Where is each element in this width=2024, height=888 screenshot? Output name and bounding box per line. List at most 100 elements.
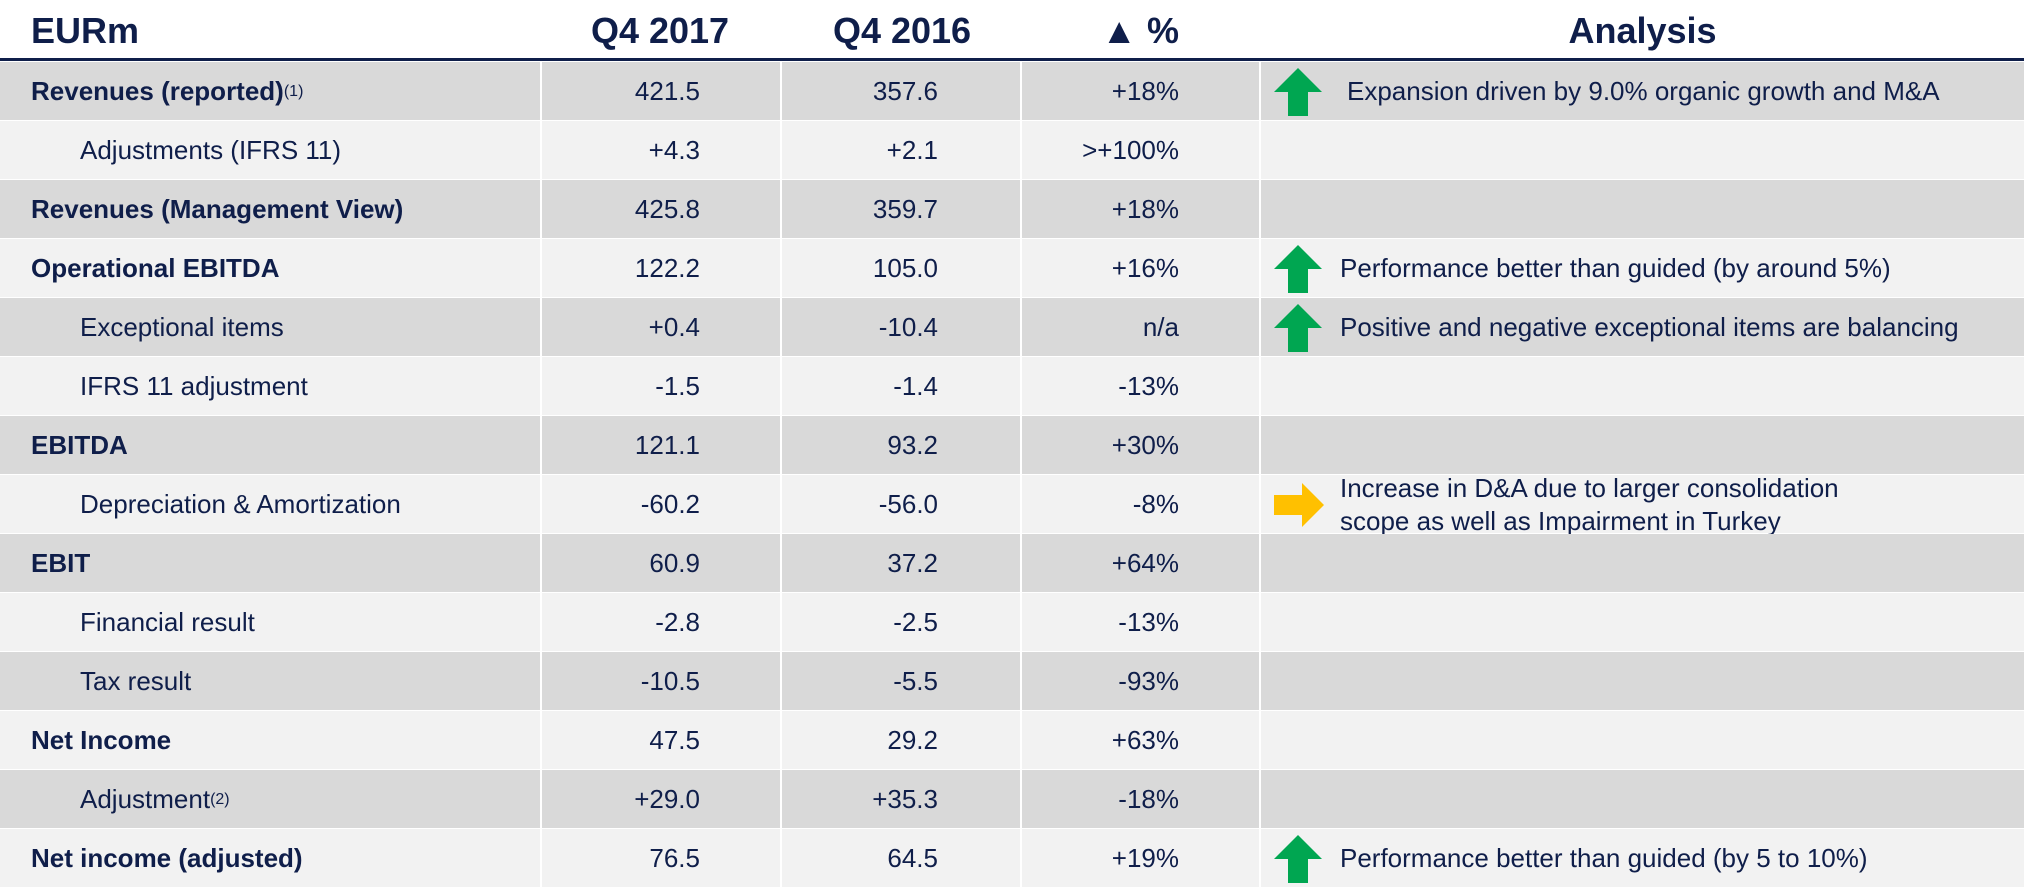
cell-bg bbox=[542, 652, 780, 710]
text: 105.0 bbox=[872, 253, 938, 283]
cell-bg bbox=[542, 475, 780, 533]
cell-bg bbox=[1022, 770, 1259, 828]
text: +30% bbox=[1111, 430, 1179, 460]
cell-bg bbox=[782, 121, 1020, 179]
cell-bg bbox=[782, 298, 1020, 356]
text: ▲ % bbox=[1101, 10, 1179, 51]
row-label: Revenues (reported) (1) bbox=[31, 62, 303, 121]
text: -10.4 bbox=[878, 312, 938, 342]
cell-bg bbox=[1022, 121, 1259, 179]
cell-bg bbox=[542, 180, 780, 238]
row-label: EBITDA bbox=[31, 416, 128, 475]
text: Expansion driven by 9.0% organic growth … bbox=[1347, 76, 1940, 106]
cell-bg bbox=[782, 62, 1020, 120]
text: (1) bbox=[283, 82, 304, 100]
text: Q4 2016 bbox=[832, 10, 972, 51]
right-arrow bbox=[1274, 483, 1324, 527]
header-cell: EURm bbox=[31, 8, 139, 54]
cell-bg bbox=[0, 298, 540, 356]
text: >+100% bbox=[1082, 135, 1179, 165]
value: +2.1 bbox=[738, 121, 938, 180]
text: +35.3 bbox=[872, 784, 938, 814]
text: Performance better than guided (by aroun… bbox=[1340, 253, 1891, 283]
cell-bg bbox=[0, 357, 540, 415]
text: 425.8 bbox=[634, 194, 700, 224]
cell-bg bbox=[782, 829, 1020, 887]
text: -2.5 bbox=[893, 607, 938, 637]
value: -93% bbox=[979, 652, 1179, 711]
value: -1.5 bbox=[500, 357, 700, 416]
value: 121.1 bbox=[500, 416, 700, 475]
text: 121.1 bbox=[634, 430, 700, 460]
cell-bg bbox=[782, 180, 1020, 238]
text: +2.1 bbox=[886, 135, 938, 165]
value: +30% bbox=[979, 416, 1179, 475]
cell-bg bbox=[1022, 829, 1259, 887]
row-label: Revenues (Management View) bbox=[31, 180, 403, 239]
value: 64.5 bbox=[738, 829, 938, 888]
text: 359.7 bbox=[872, 194, 938, 224]
text: 47.5 bbox=[649, 725, 700, 755]
text: Net Income bbox=[31, 725, 172, 755]
text: +19% bbox=[1111, 843, 1179, 873]
text: 122.2 bbox=[634, 253, 700, 283]
text: +64% bbox=[1111, 548, 1179, 578]
value: -10.5 bbox=[500, 652, 700, 711]
value: 47.5 bbox=[500, 711, 700, 770]
value: +19% bbox=[979, 829, 1179, 888]
value: -1.4 bbox=[738, 357, 938, 416]
cell-bg bbox=[1261, 534, 2024, 592]
cell-bg bbox=[0, 534, 540, 592]
cell-bg bbox=[1261, 593, 2024, 651]
up-arrow bbox=[1274, 68, 1322, 116]
cell-bg bbox=[1261, 829, 2024, 887]
text: IFRS 11 adjustment bbox=[80, 371, 308, 401]
cell-bg bbox=[1261, 121, 2024, 179]
cell-bg bbox=[1261, 652, 2024, 710]
cell-bg bbox=[1022, 357, 1259, 415]
cell-bg bbox=[1022, 416, 1259, 474]
text: -56.0 bbox=[878, 489, 938, 519]
cell-bg bbox=[1022, 239, 1259, 297]
text: Analysis bbox=[1568, 10, 1717, 51]
cell-bg bbox=[0, 180, 540, 238]
row-label: Depreciation & Amortization bbox=[80, 475, 401, 534]
cell-bg bbox=[1022, 593, 1259, 651]
header-rule bbox=[0, 58, 2024, 61]
row-label: Net Income bbox=[31, 711, 171, 770]
text: 37.2 bbox=[887, 548, 938, 578]
text: -93% bbox=[1118, 666, 1179, 696]
text: Revenues (reported) bbox=[31, 76, 284, 106]
text: Adjustment bbox=[80, 784, 211, 814]
analysis: Increase in D&A due to larger consolidat… bbox=[1340, 473, 1839, 536]
value: +18% bbox=[979, 62, 1179, 121]
value: 122.2 bbox=[500, 239, 700, 298]
text: (2) bbox=[210, 790, 230, 808]
value: 425.8 bbox=[500, 180, 700, 239]
cell-bg bbox=[0, 62, 540, 120]
cell-bg bbox=[782, 711, 1020, 769]
text: +29.0 bbox=[634, 784, 700, 814]
value: +16% bbox=[979, 239, 1179, 298]
row-label: Operational EBITDA bbox=[31, 239, 279, 298]
value: -13% bbox=[979, 593, 1179, 652]
text: Exceptional items bbox=[80, 312, 284, 342]
cell-bg bbox=[542, 121, 780, 179]
text: 357.6 bbox=[872, 76, 938, 106]
value: +35.3 bbox=[738, 770, 938, 829]
text: -13% bbox=[1118, 607, 1179, 637]
cell-bg bbox=[1261, 416, 2024, 474]
text: EBIT bbox=[31, 548, 91, 578]
value: 29.2 bbox=[738, 711, 938, 770]
value: +64% bbox=[979, 534, 1179, 593]
cell-bg bbox=[1261, 298, 2024, 356]
row-label: IFRS 11 adjustment bbox=[80, 357, 308, 416]
text: +18% bbox=[1111, 194, 1179, 224]
value: +63% bbox=[979, 711, 1179, 770]
text: +18% bbox=[1111, 76, 1179, 106]
header-cell: Q4 2016 bbox=[782, 8, 1022, 54]
text: +0.4 bbox=[648, 312, 700, 342]
cell-bg bbox=[0, 416, 540, 474]
cell-bg bbox=[542, 534, 780, 592]
